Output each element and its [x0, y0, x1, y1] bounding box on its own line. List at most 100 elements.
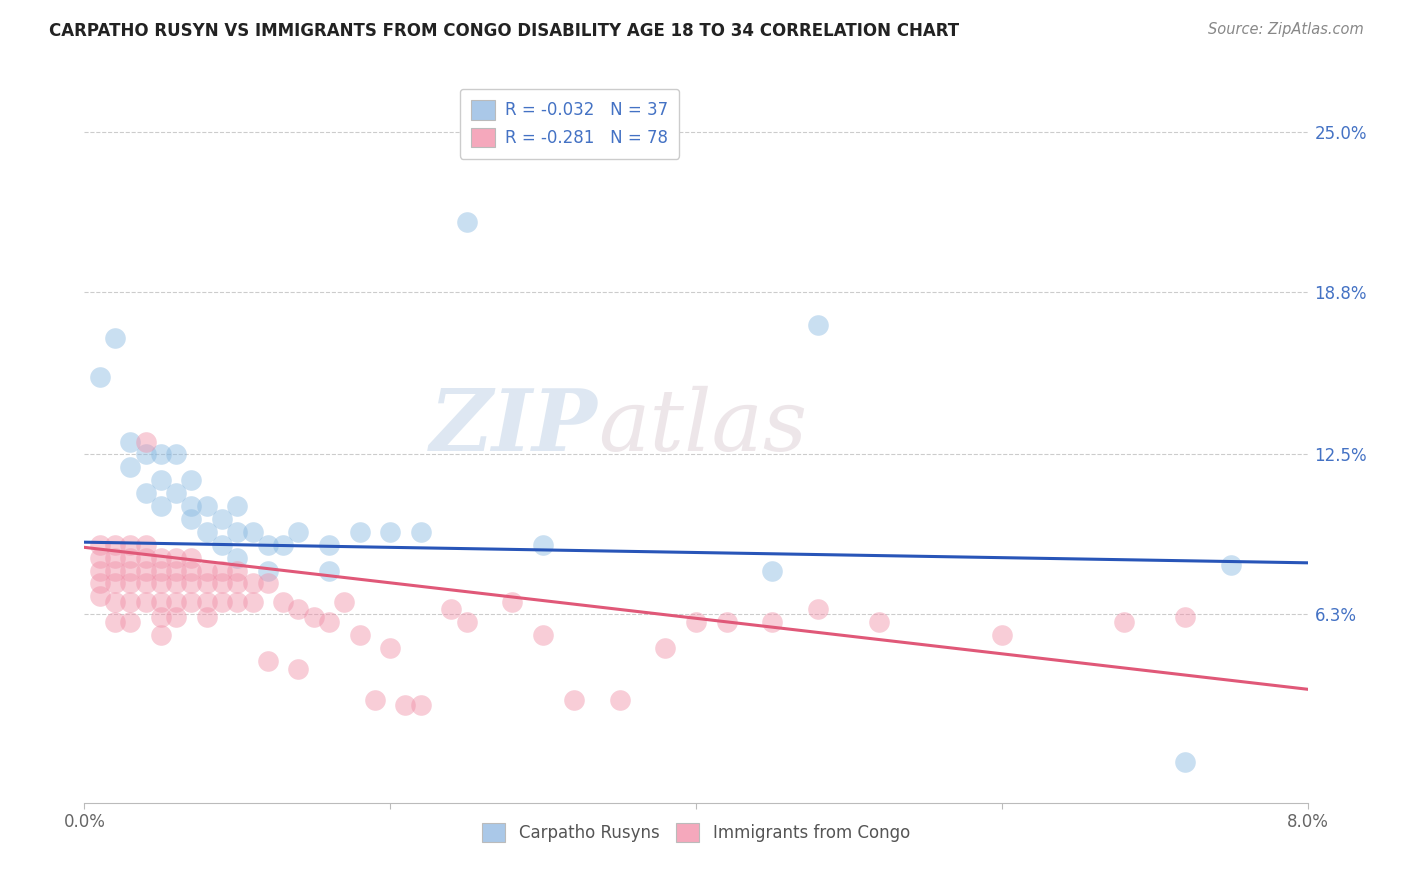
Point [333, 594, 356, 608]
Point [1174, 610, 1197, 624]
Point [211, 538, 233, 552]
Point [120, 564, 142, 578]
Point [318, 538, 340, 552]
Point [257, 654, 280, 668]
Point [180, 499, 202, 513]
Point [242, 524, 264, 539]
Point [135, 550, 157, 565]
Point [120, 550, 142, 565]
Point [271, 538, 294, 552]
Point [531, 538, 554, 552]
Point [349, 524, 371, 539]
Point [89, 576, 111, 591]
Point [104, 576, 127, 591]
Point [104, 538, 127, 552]
Point [807, 602, 830, 616]
Point [991, 628, 1014, 642]
Legend: Carpatho Rusyns, Immigrants from Congo: Carpatho Rusyns, Immigrants from Congo [475, 816, 917, 848]
Point [394, 698, 416, 712]
Point [165, 486, 187, 500]
Point [226, 594, 249, 608]
Point [135, 594, 157, 608]
Point [195, 499, 218, 513]
Point [135, 538, 157, 552]
Point [409, 524, 432, 539]
Point [120, 615, 142, 630]
Point [502, 594, 524, 608]
Point [120, 594, 142, 608]
Point [149, 473, 172, 487]
Point [180, 512, 202, 526]
Point [149, 550, 172, 565]
Point [1114, 615, 1136, 630]
Point [257, 576, 280, 591]
Point [195, 524, 218, 539]
Point [456, 215, 478, 229]
Point [257, 564, 280, 578]
Point [180, 594, 202, 608]
Point [318, 615, 340, 630]
Point [211, 512, 233, 526]
Point [104, 594, 127, 608]
Point [180, 550, 202, 565]
Text: Source: ZipAtlas.com: Source: ZipAtlas.com [1208, 22, 1364, 37]
Point [104, 331, 127, 345]
Point [318, 564, 340, 578]
Point [135, 447, 157, 461]
Point [211, 576, 233, 591]
Point [135, 576, 157, 591]
Point [287, 662, 309, 676]
Point [180, 576, 202, 591]
Point [104, 564, 127, 578]
Point [165, 447, 187, 461]
Point [135, 486, 157, 500]
Point [761, 615, 783, 630]
Point [242, 576, 264, 591]
Point [104, 550, 127, 565]
Point [165, 576, 187, 591]
Point [380, 524, 402, 539]
Point [149, 499, 172, 513]
Point [869, 615, 891, 630]
Point [120, 434, 142, 449]
Point [195, 594, 218, 608]
Point [89, 550, 111, 565]
Point [195, 564, 218, 578]
Point [180, 473, 202, 487]
Point [364, 692, 387, 706]
Point [654, 640, 676, 655]
Point [456, 615, 478, 630]
Point [271, 594, 294, 608]
Point [531, 628, 554, 642]
Point [165, 550, 187, 565]
Point [685, 615, 707, 630]
Point [287, 602, 309, 616]
Point [149, 610, 172, 624]
Point [211, 594, 233, 608]
Point [440, 602, 463, 616]
Point [149, 447, 172, 461]
Point [349, 628, 371, 642]
Point [226, 499, 249, 513]
Point [135, 434, 157, 449]
Point [302, 610, 325, 624]
Point [89, 564, 111, 578]
Point [562, 692, 585, 706]
Point [165, 564, 187, 578]
Point [120, 538, 142, 552]
Point [257, 538, 280, 552]
Point [135, 564, 157, 578]
Point [287, 524, 309, 539]
Point [149, 564, 172, 578]
Point [195, 576, 218, 591]
Point [104, 615, 127, 630]
Text: ZIP: ZIP [430, 385, 598, 469]
Point [195, 610, 218, 624]
Point [409, 698, 432, 712]
Point [761, 564, 783, 578]
Text: atlas: atlas [598, 385, 807, 468]
Point [89, 370, 111, 384]
Point [180, 564, 202, 578]
Point [242, 594, 264, 608]
Point [226, 550, 249, 565]
